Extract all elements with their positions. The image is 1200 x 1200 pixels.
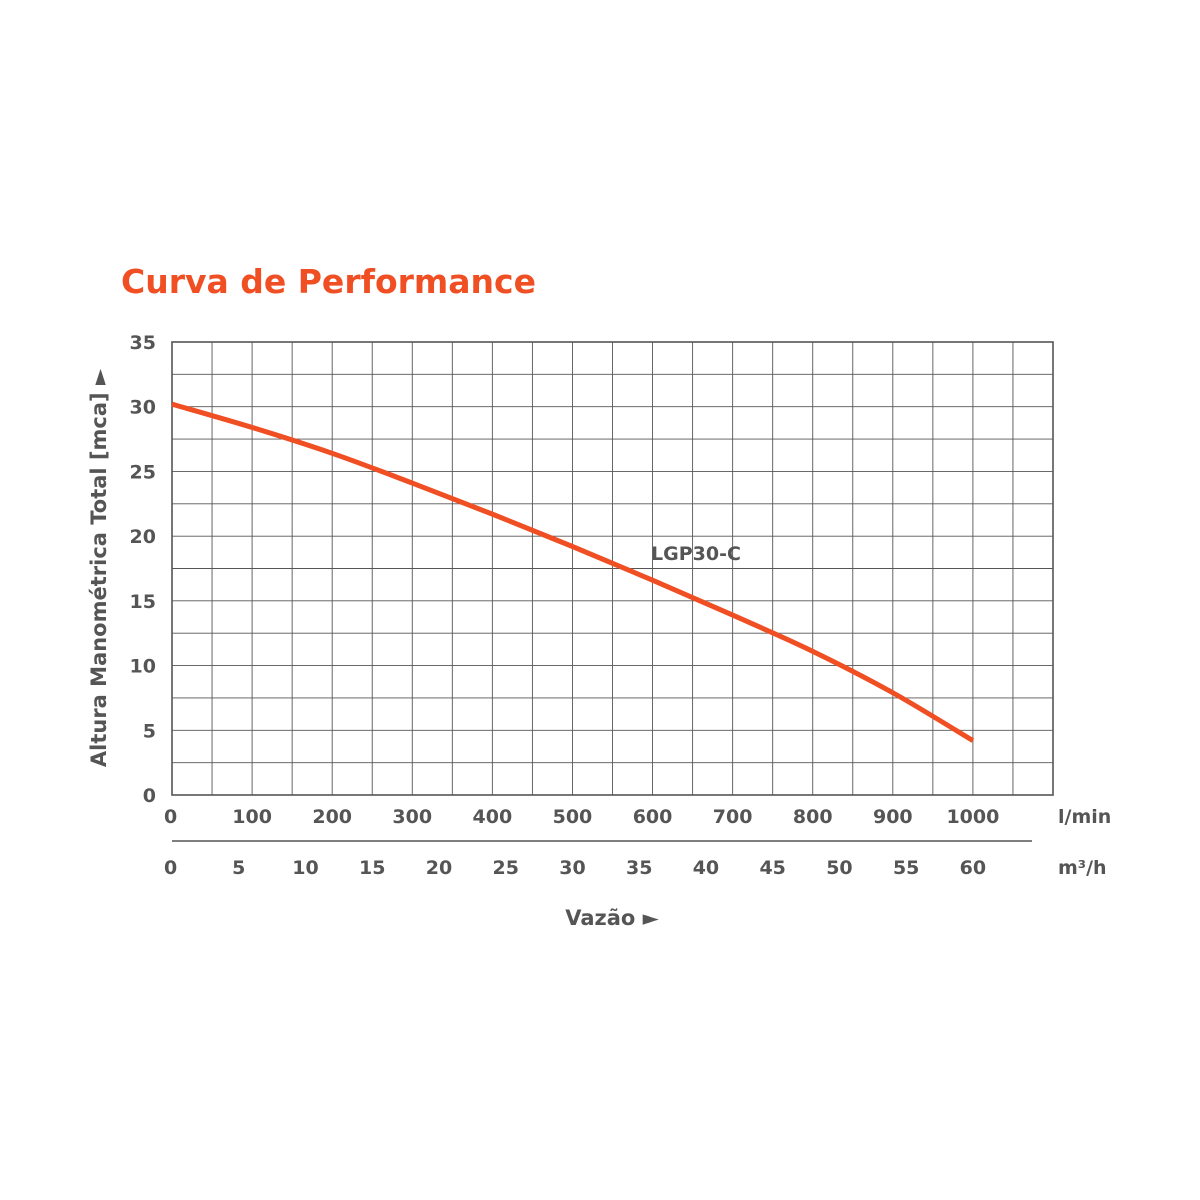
x-tick-label-m3h: 0 <box>164 857 177 879</box>
x-unit-secondary: m³/h <box>1058 857 1107 879</box>
x-tick-label-m3h: 35 <box>626 857 652 879</box>
y-tick-label: 20 <box>130 526 156 548</box>
y-axis-title: Altura Manométrica Total [mca] ► <box>87 368 111 767</box>
chart-title: Curva de Performance <box>121 262 536 301</box>
x-tick-label-lmin: 800 <box>793 806 833 828</box>
series-label: LGP30-C <box>651 543 741 565</box>
x-tick-label-lmin: 200 <box>312 806 352 828</box>
x-tick-label-lmin: 500 <box>553 806 593 828</box>
plot-frame <box>171 341 1054 796</box>
y-tick-label: 0 <box>143 785 156 807</box>
x-tick-label-lmin: 1000 <box>946 806 999 828</box>
x-tick-label-m3h: 15 <box>359 857 385 879</box>
x-tick-label-m3h: 50 <box>826 857 852 879</box>
x-tick-label-lmin: 300 <box>392 806 432 828</box>
grid <box>172 342 1053 795</box>
y-tick-label: 30 <box>130 397 156 419</box>
x-tick-label-m3h: 25 <box>492 857 518 879</box>
y-tick-label: 5 <box>143 720 156 742</box>
y-tick-label: 25 <box>130 461 156 483</box>
x-tick-label-lmin: 700 <box>713 806 753 828</box>
x-tick-label-m3h: 30 <box>559 857 585 879</box>
x-tick-label-lmin: 100 <box>232 806 272 828</box>
x-tick-label-m3h: 20 <box>426 857 452 879</box>
x-tick-label-lmin: 600 <box>633 806 673 828</box>
x-tick-label-m3h: 10 <box>292 857 318 879</box>
x-unit-primary: l/min <box>1058 806 1111 828</box>
x-axis-title: Vazão ► <box>565 906 659 930</box>
x-tick-label-m3h: 40 <box>693 857 719 879</box>
series <box>171 401 975 743</box>
y-tick-label: 15 <box>130 591 156 613</box>
y-tick-label: 10 <box>130 656 156 678</box>
x-tick-label-lmin: 0 <box>164 806 177 828</box>
x-tick-label-lmin: 900 <box>873 806 913 828</box>
series-line-lgp30-c <box>171 401 975 743</box>
x-tick-label-m3h: 5 <box>232 857 245 879</box>
x-tick-label-m3h: 45 <box>759 857 785 879</box>
x-tick-label-m3h: 60 <box>960 857 986 879</box>
x-tick-label-m3h: 55 <box>893 857 919 879</box>
y-tick-label: 35 <box>130 332 156 354</box>
x-tick-label-lmin: 400 <box>473 806 513 828</box>
